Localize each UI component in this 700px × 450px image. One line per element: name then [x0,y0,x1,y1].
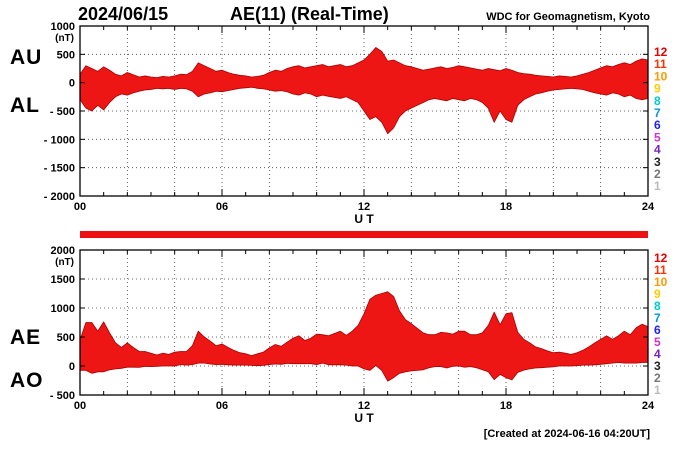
station-count-1: 1 [654,383,661,397]
station-count-10: 10 [654,275,668,289]
station-count-11: 11 [654,263,667,277]
station-count-2: 2 [654,167,661,181]
y-tick-label: 1000 [51,21,75,33]
station-count-9: 9 [654,287,661,301]
station-count-5: 5 [654,335,661,349]
station-count-3: 3 [654,359,661,373]
au-al-area [79,47,649,135]
availability-bar [80,231,648,238]
y-tick-label: - 500 [50,390,75,402]
x-tick-label: 06 [216,201,228,213]
station-count-4: 4 [654,143,661,157]
station-count-4: 4 [654,347,661,361]
y-tick-label: 1000 [51,303,75,315]
x-tick-label: 24 [642,201,655,213]
x-tick-label: 24 [642,400,655,412]
ae-ao-area [79,291,649,382]
station-count-11: 11 [654,57,667,71]
y-tick-label: 500 [57,332,75,344]
x-tick-label: 18 [500,400,512,412]
station-count-5: 5 [654,130,661,144]
station-count-3: 3 [654,155,661,169]
station-count-10: 10 [654,69,668,83]
y-axis-unit-label: (nT) [55,33,74,44]
y-tick-label: - 500 [50,106,75,118]
plot-date: 2024/06/15 [78,4,169,24]
station-count-12: 12 [654,251,668,265]
y-axis-unit-label: (nT) [55,257,74,268]
label-al: AL [10,94,40,117]
y-tick-label: - 1500 [44,163,75,175]
y-tick-label: 0 [69,78,75,90]
y-tick-label: - 2000 [44,191,75,203]
data-source-label: WDC for Geomagnetism, Kyoto [486,11,650,23]
station-count-9: 9 [654,82,661,96]
station-count-8: 8 [654,94,661,108]
station-count-12: 12 [654,45,668,59]
station-count-7: 7 [654,106,661,120]
y-tick-label: 1500 [51,274,75,286]
label-ae: AE [10,326,42,349]
x-tick-label: 18 [500,201,512,213]
x-axis-label: U T [354,212,374,226]
y-tick-label: 500 [57,49,75,61]
y-tick-label: 0 [69,361,75,373]
label-au: AU [10,46,43,69]
label-ao: AO [10,369,44,392]
station-count-1: 1 [654,179,661,193]
y-tick-label: - 1000 [44,134,75,146]
station-count-6: 6 [654,118,661,132]
plot-title: AE(11) (Real-Time) [230,4,389,24]
station-count-2: 2 [654,371,661,385]
x-tick-label: 00 [74,400,86,412]
x-tick-label: 06 [216,400,228,412]
x-axis-label: U T [354,411,374,425]
station-count-7: 7 [654,311,661,325]
x-tick-label: 12 [358,400,370,412]
station-count-8: 8 [654,299,661,313]
created-timestamp: [Created at 2024-06-16 04:20UT] [483,428,650,440]
y-tick-label: 2000 [51,245,75,257]
station-count-6: 6 [654,323,661,337]
x-tick-label: 12 [358,201,370,213]
x-tick-label: 00 [74,201,86,213]
